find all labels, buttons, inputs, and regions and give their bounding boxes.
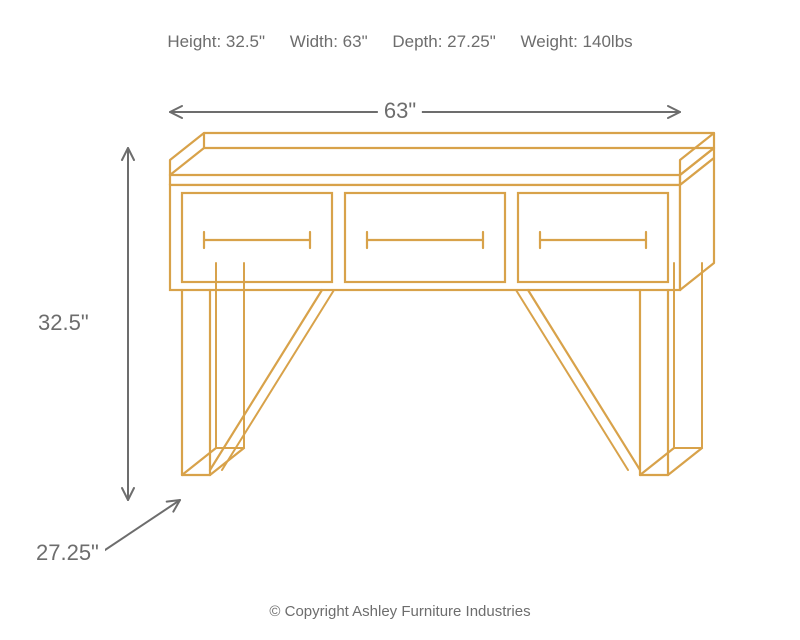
dim-height-label: 32.5" xyxy=(32,310,95,336)
copyright-text: © Copyright Ashley Furniture Industries xyxy=(0,603,800,620)
dim-depth-label: 27.25" xyxy=(30,540,105,566)
dim-width-label: 63" xyxy=(378,98,422,124)
diagram-canvas: Height: 32.5" Width: 63" Depth: 27.25" W… xyxy=(0,0,800,640)
furniture-svg xyxy=(0,0,800,640)
